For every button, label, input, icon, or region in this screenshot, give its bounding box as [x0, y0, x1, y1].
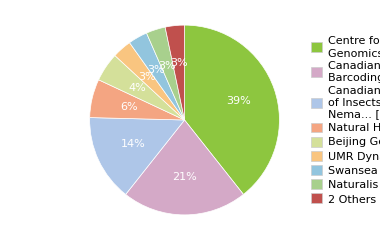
Wedge shape — [147, 27, 185, 120]
Text: 3%: 3% — [170, 58, 187, 68]
Wedge shape — [98, 55, 185, 120]
Legend: Centre for Biodiversity
Genomics [24], Canadian Centre for DNA
Barcoding [13], C: Centre for Biodiversity Genomics [24], C… — [309, 34, 380, 206]
Wedge shape — [90, 80, 185, 120]
Wedge shape — [165, 25, 185, 120]
Text: 14%: 14% — [120, 139, 146, 149]
Text: 3%: 3% — [138, 72, 156, 82]
Wedge shape — [115, 43, 185, 120]
Text: 3%: 3% — [148, 66, 165, 75]
Text: 39%: 39% — [226, 96, 251, 106]
Text: 6%: 6% — [120, 102, 138, 112]
Text: 3%: 3% — [158, 61, 176, 71]
Wedge shape — [185, 25, 279, 194]
Wedge shape — [130, 33, 185, 120]
Wedge shape — [126, 120, 244, 215]
Wedge shape — [90, 118, 185, 194]
Text: 21%: 21% — [172, 172, 197, 182]
Text: 4%: 4% — [128, 83, 146, 93]
